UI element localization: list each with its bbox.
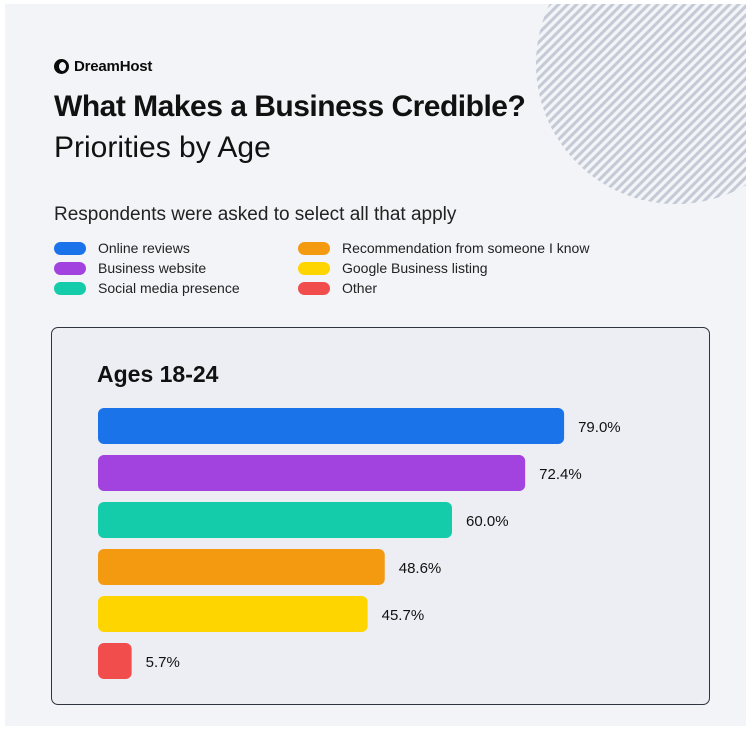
chart-legend: Online reviews Business website Social m… — [54, 240, 674, 302]
bar-social-media-presence — [98, 502, 452, 538]
decorative-stripes — [536, 4, 746, 204]
legend-label: Other — [342, 280, 378, 296]
bar-value-label: 72.4% — [539, 466, 582, 483]
legend-label: Recommendation from someone I know — [342, 240, 590, 256]
dreamhost-moon-icon — [54, 59, 69, 74]
chart-title: Ages 18-24 — [97, 361, 219, 387]
legend-swatch — [54, 281, 86, 295]
legend-swatch — [298, 261, 330, 275]
survey-note: Respondents were asked to select all tha… — [54, 204, 457, 225]
brand-logo: DreamHost — [54, 58, 152, 75]
brand-name: DreamHost — [74, 58, 153, 75]
legend-item-google-business: Google Business listing — [298, 260, 488, 276]
page-subtitle: Priorities by Age — [54, 131, 271, 164]
bar-value-label: 45.7% — [382, 607, 425, 624]
legend-label: Online reviews — [98, 240, 190, 256]
legend-item-other: Other — [298, 280, 377, 296]
bar-other — [98, 643, 132, 679]
bar-online-reviews — [98, 408, 565, 444]
bar-recommendation-from-someone-i-know — [98, 549, 385, 585]
infographic-card: DreamHost What Makes a Business Credible… — [5, 4, 746, 726]
bar-google-business-listing — [98, 596, 368, 632]
page-title: What Makes a Business Credible? — [54, 90, 526, 123]
bar-value-label: 5.7% — [146, 654, 180, 671]
legend-swatch — [54, 261, 86, 275]
legend-item-business-website: Business website — [54, 260, 206, 276]
bar-value-label: 60.0% — [466, 513, 509, 530]
bar-business-website — [98, 455, 526, 491]
bar-value-label: 79.0% — [578, 419, 621, 436]
legend-swatch — [54, 241, 86, 255]
legend-label: Google Business listing — [342, 260, 488, 276]
bar-chart: 79.0% 72.4% 60.0% 48.6% 45.7% 5.7% — [98, 408, 621, 679]
chart-panel: Ages 18-24 79.0% 72.4% 60.0% 48.6% 45.7% 5.7% — [51, 327, 710, 705]
legend-swatch — [298, 241, 330, 255]
legend-label: Social media presence — [98, 280, 240, 296]
bar-value-label: 48.6% — [399, 560, 442, 577]
legend-item-recommendation: Recommendation from someone I know — [298, 240, 589, 256]
legend-item-online-reviews: Online reviews — [54, 240, 190, 256]
legend-swatch — [298, 281, 330, 295]
legend-label: Business website — [98, 260, 207, 276]
legend-item-social-media: Social media presence — [54, 280, 240, 296]
